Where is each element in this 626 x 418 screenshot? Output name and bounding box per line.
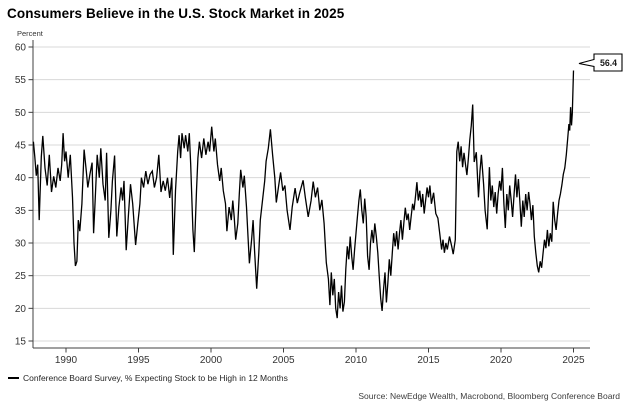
series-line <box>32 70 575 319</box>
y-tick-label: 40 <box>15 173 27 184</box>
axes <box>28 40 590 353</box>
legend-line-marker-icon <box>8 377 19 379</box>
x-tick-labels: 1990 1995 2000 2005 2010 2015 2020 2025 <box>55 355 585 366</box>
y-tick-label: 55 <box>15 75 27 86</box>
callout-bubble-shape <box>578 53 623 72</box>
x-tick-label: 2005 <box>272 355 295 366</box>
callout-label: 56.4 <box>600 58 617 68</box>
y-tick-label: 30 <box>15 239 27 250</box>
y-tick-label: 25 <box>15 271 27 282</box>
legend-label: Conference Board Survey, % Expecting Sto… <box>23 373 288 383</box>
source-note: Source: NewEdge Wealth, Macrobond, Bloom… <box>358 391 620 401</box>
x-tick-label: 2015 <box>417 355 440 366</box>
x-tick-label: 2000 <box>200 355 223 366</box>
y-tick-label: 45 <box>15 141 27 152</box>
y-tick-label: 20 <box>15 304 27 315</box>
page-title: Consumers Believe in the U.S. Stock Mark… <box>7 6 345 21</box>
x-tick-label: 2010 <box>345 355 368 366</box>
x-tick-label: 1995 <box>127 355 150 366</box>
x-tick-label: 2025 <box>562 355 585 366</box>
value-callout: 56.4 <box>578 53 623 72</box>
y-tick-label: 35 <box>15 206 27 217</box>
y-tick-labels: 15 20 25 30 35 40 45 50 55 60 <box>15 43 27 348</box>
y-tick-label: 60 <box>15 43 27 54</box>
legend: Conference Board Survey, % Expecting Sto… <box>8 373 288 383</box>
y-tick-label: 50 <box>15 108 27 119</box>
y-axis-unit-label: Percent <box>17 29 43 38</box>
x-tick-label: 1990 <box>55 355 78 366</box>
x-tick-label: 2020 <box>490 355 513 366</box>
y-tick-label: 15 <box>15 337 27 348</box>
